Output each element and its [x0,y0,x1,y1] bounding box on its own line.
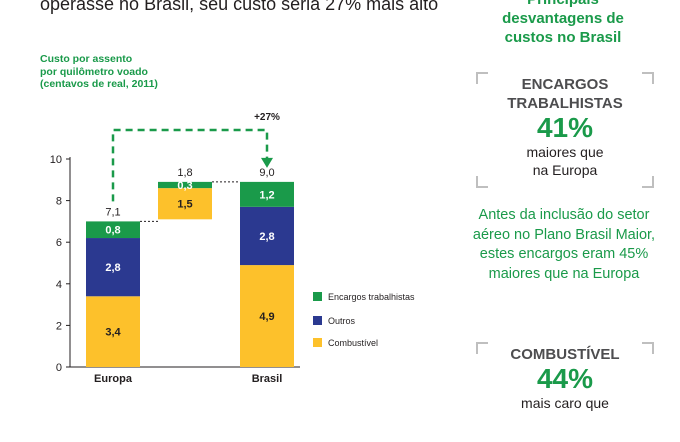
bar-total-label: 9,0 [259,167,274,179]
increase-annotation: +27% [254,112,280,123]
bar-value-label: 1,2 [259,189,274,201]
chart-subtitle: Custo por assento por quilômetro voado (… [40,53,158,91]
bar-segment-combustível [240,265,294,367]
y-tick-label: 4 [56,279,62,291]
bar-value-label: 2,8 [259,231,274,243]
labor-desc-line-2: na Europa [532,162,598,178]
right-title-line-1: Principais [468,0,658,9]
category-label: Brasil [252,373,283,385]
arrow-head-icon [261,157,273,168]
fuel-heading-line-1: COMBUSTÍVEL [510,346,620,363]
box-corner [642,342,654,354]
bar-value-label: 4,9 [259,311,274,323]
bar-total-label: 7,1 [105,206,120,218]
labor-heading-line-1: ENCARGOS [521,76,609,93]
fuel-percentage: 44% [536,363,594,394]
bar-segment-encargos-trabalhistas [86,221,140,239]
subtitle-line-1: Custo por assento [40,53,133,65]
y-tick-label: 8 [56,196,62,208]
fuel-description: mais caro que [476,394,654,412]
legend-label: Combustível [328,338,378,348]
box-corner [642,176,654,188]
legend-label: Encargos trabalhistas [328,292,415,302]
category-label: Europa [94,373,133,385]
bar-value-label: 1,5 [177,199,192,211]
box-corner [476,342,488,354]
fuel-desc-line-1: mais caro que [521,395,609,411]
bar-segment-outros [86,238,140,297]
legend-swatch [313,292,322,301]
box-corner [476,72,488,84]
bar-segment-encargos-trabalhistas [158,181,212,189]
bar-value-label: 0,3 [177,180,192,192]
fuel-box-heading: COMBUSTÍVEL [476,342,654,364]
right-panel-title: Principais desvantagens de custos no Bra… [468,0,658,47]
box-corner [642,72,654,84]
labor-box-heading: ENCARGOS TRABALHISTAS [476,72,654,113]
increase-arrow-path [111,128,269,202]
headline: operasse no Brasil, seu custo seria 27% … [40,0,439,14]
bar-total-label: 1,8 [177,167,192,179]
labor-charges-box: ENCARGOS TRABALHISTAS 41% maiores que na… [476,72,654,188]
legend-swatch [313,316,322,325]
subtitle-line-2: por quilômetro voado [40,65,148,78]
y-tick-label: 0 [56,362,62,374]
labor-desc-line-1: maiores que [526,144,604,160]
bar-value-label: 3,4 [105,327,121,339]
fuel-box: COMBUSTÍVEL 44% mais caro que [476,342,654,442]
subtitle-line-3: (centavos de real, 2011) [40,78,158,90]
bar-value-label: 2,8 [105,262,120,274]
bar-value-label: 0,8 [105,225,120,237]
y-tick-label: 10 [50,154,62,166]
y-tick-label: 2 [56,320,62,332]
legend-swatch [313,338,322,347]
bar-segment-encargos-trabalhistas [240,181,294,207]
box-corner [476,176,488,188]
right-title-line-3: custos no Brasil [504,29,622,46]
labor-percentage: 41% [536,112,594,143]
bar-segment-combustível [158,188,212,220]
y-tick-label: 6 [56,237,62,249]
labor-note: Antes da inclusão do setor aéreo no Plan… [472,207,656,282]
legend-label: Outros [328,316,356,326]
right-title-line-2: desvantagens de [502,10,624,27]
bar-segment-outros [240,206,294,266]
labor-heading-line-2: TRABALHISTAS [507,95,623,112]
cost-chart: 0 2 4 6 8 10 3,4 2,8 0,8 7,1 Europa 1,5 0,31,8 4,9 2,8… [50,112,415,385]
labor-description: maiores que na Europa [476,143,654,179]
bar-segment-combustível [86,296,140,367]
